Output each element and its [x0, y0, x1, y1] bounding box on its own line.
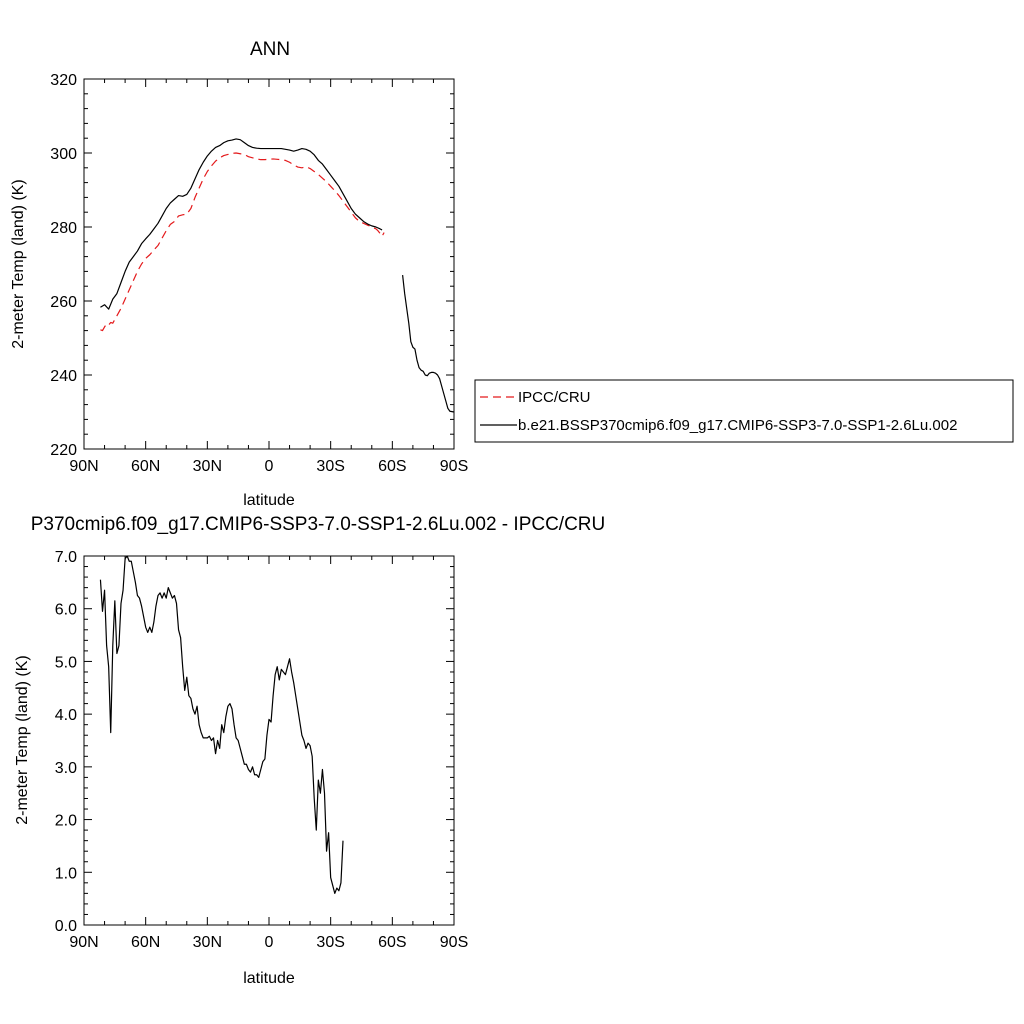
top-xtick-label: 90N	[69, 458, 98, 475]
top-xtick-label: 60S	[378, 458, 406, 475]
top-chart-axes: 90N 60N 30N 0 30S 60S 90S 220 240 260 280 300 320	[50, 72, 468, 475]
top-xtick-label: 60N	[131, 458, 160, 475]
top-ytick-label: 220	[50, 442, 77, 459]
bottom-chart-xlabel: latitude	[243, 970, 295, 987]
bottom-chart: P370cmip6.f09_g17.CMIP6-SSP3-7.0-SSP1-2.…	[14, 514, 605, 987]
top-chart-ylabel: 2-meter Temp (land) (K)	[10, 179, 27, 349]
bottom-ytick-label: 5.0	[55, 654, 77, 671]
top-chart-xlabel: latitude	[243, 492, 295, 509]
bottom-chart-title: P370cmip6.f09_g17.CMIP6-SSP3-7.0-SSP1-2.…	[31, 514, 606, 535]
bottom-ytick-label: 0.0	[55, 918, 77, 935]
legend-label-model: b.e21.BSSP370cmip6.f09_g17.CMIP6-SSP3-7.…	[518, 417, 957, 434]
bottom-ytick-label: 7.0	[55, 549, 77, 566]
bottom-xtick-label: 60N	[131, 934, 160, 951]
top-series-line-1-0	[100, 138, 383, 310]
top-chart-frame	[83, 78, 455, 450]
bottom-xtick-label: 90S	[440, 934, 468, 951]
bottom-ytick-label: 3.0	[55, 760, 77, 777]
top-ytick-label: 320	[50, 72, 77, 89]
top-chart: ANN 90N 60N 30N 0 30S 60S 90S 220 240 260 280 300 32…	[10, 39, 1014, 509]
bottom-ytick-label: 6.0	[55, 602, 77, 619]
bottom-ytick-label: 1.0	[55, 865, 77, 882]
top-xtick-label: 30S	[316, 458, 344, 475]
bottom-ytick-label: 4.0	[55, 707, 77, 724]
bottom-chart-axes: 90N 60N 30N 0 30S 60S 90S 0.0 1.0 2.0 3.0 4.0 5.0 6.0…	[55, 549, 468, 951]
top-series-line-1-1	[402, 275, 455, 413]
bottom-series-line-0-0	[99, 555, 344, 894]
top-ytick-label: 300	[50, 146, 77, 163]
bottom-xtick-label: 30N	[193, 934, 222, 951]
bottom-chart-ylabel: 2-meter Temp (land) (K)	[14, 655, 31, 825]
top-xtick-label: 0	[265, 458, 274, 475]
top-chart-title: ANN	[250, 39, 290, 60]
bottom-xtick-label: 0	[265, 934, 274, 951]
top-xtick-label: 90S	[440, 458, 468, 475]
top-ytick-label: 240	[50, 368, 77, 385]
top-xtick-label: 30N	[193, 458, 222, 475]
bottom-xtick-label: 60S	[378, 934, 406, 951]
bottom-chart-series	[99, 555, 344, 894]
bottom-xtick-label: 90N	[69, 934, 98, 951]
bottom-chart-frame	[83, 555, 455, 926]
legend: IPCC/CRU b.e21.BSSP370cmip6.f09_g17.CMIP…	[474, 379, 1014, 443]
top-ytick-label: 280	[50, 220, 77, 237]
bottom-xtick-label: 30S	[316, 934, 344, 951]
legend-box	[474, 379, 1014, 443]
bottom-ytick-label: 2.0	[55, 813, 77, 830]
top-series-line-0-0	[100, 152, 385, 332]
legend-label-ipcc: IPCC/CRU	[518, 389, 591, 406]
top-ytick-label: 260	[50, 294, 77, 311]
top-chart-series	[100, 138, 455, 413]
